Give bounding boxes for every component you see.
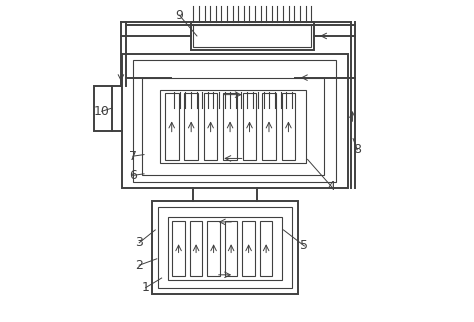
Bar: [168, 217, 282, 279]
Text: 8: 8: [353, 143, 361, 156]
Bar: [243, 93, 256, 160]
Bar: [121, 53, 347, 188]
Bar: [260, 221, 272, 276]
Bar: [184, 93, 198, 160]
Bar: [225, 221, 237, 276]
Bar: [223, 93, 237, 160]
Bar: [158, 207, 292, 288]
Bar: [174, 67, 292, 88]
Bar: [171, 63, 295, 92]
Bar: [204, 93, 218, 160]
Bar: [173, 221, 185, 276]
Text: 10: 10: [94, 105, 109, 118]
Bar: [193, 25, 311, 47]
Text: 6: 6: [129, 169, 137, 182]
Bar: [262, 93, 276, 160]
Bar: [165, 93, 179, 160]
Bar: [142, 78, 324, 175]
Text: 7: 7: [129, 150, 137, 163]
Text: 2: 2: [135, 259, 143, 272]
Text: 9: 9: [175, 9, 183, 22]
Text: 3: 3: [135, 236, 143, 249]
Bar: [191, 22, 314, 50]
Text: 5: 5: [301, 240, 308, 252]
Text: 4: 4: [328, 180, 336, 193]
Bar: [243, 221, 255, 276]
Bar: [208, 221, 220, 276]
Bar: [152, 201, 298, 294]
Bar: [94, 86, 112, 130]
Bar: [282, 93, 295, 160]
Bar: [160, 90, 306, 163]
Bar: [190, 221, 202, 276]
Bar: [133, 60, 337, 182]
Text: 1: 1: [142, 281, 150, 294]
